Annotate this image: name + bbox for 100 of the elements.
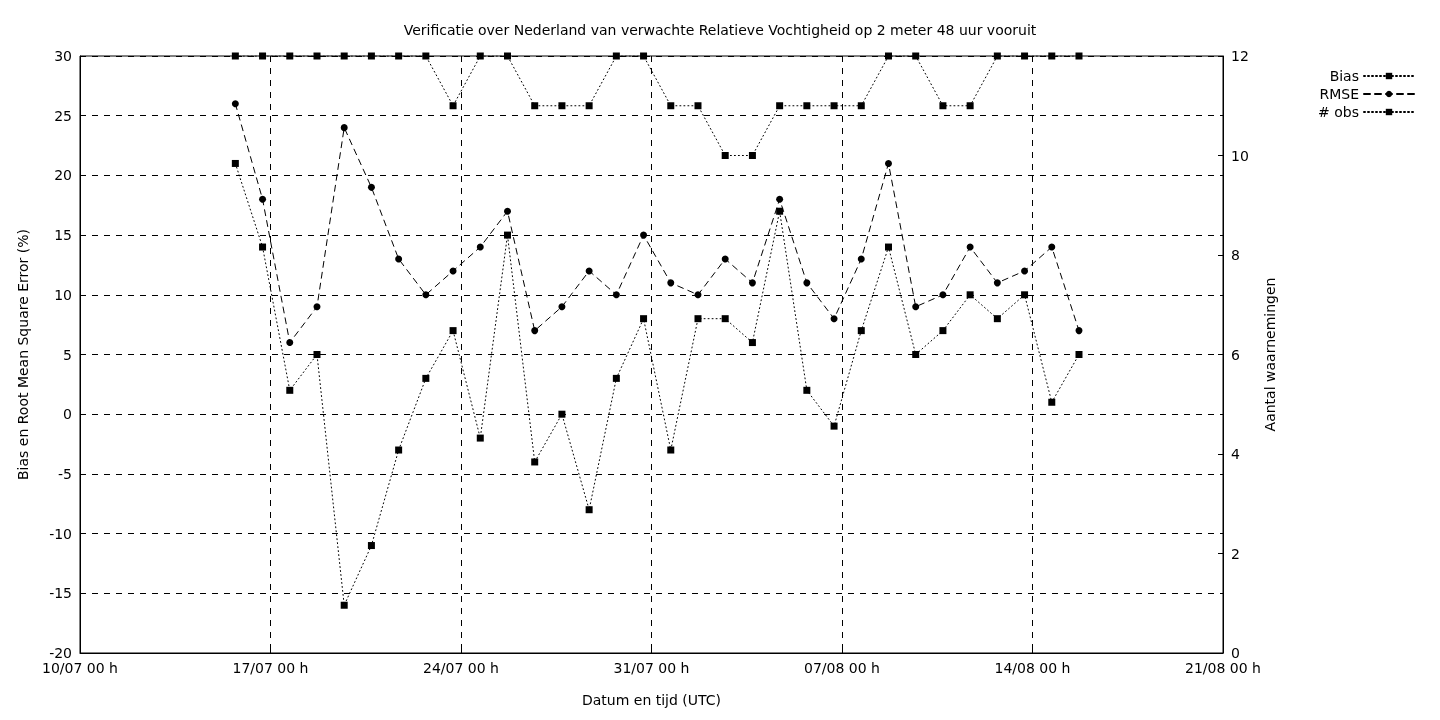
point <box>640 52 648 60</box>
y2-tick-label: 8 <box>1231 247 1240 263</box>
point <box>313 52 321 60</box>
point <box>1075 52 1083 60</box>
point <box>667 279 675 287</box>
point <box>884 52 892 60</box>
x-tick-label: 10/07 00 h <box>42 660 118 676</box>
y2-tick-label: 6 <box>1231 346 1240 363</box>
x-tick-label: 21/08 00 h <box>1185 660 1261 676</box>
point <box>503 52 511 60</box>
point <box>857 327 865 335</box>
y-axis-title: Bias en Root Mean Square Error (%) <box>15 228 31 481</box>
point <box>721 152 729 159</box>
point <box>558 410 566 418</box>
point <box>993 52 1001 60</box>
point <box>503 231 511 239</box>
point <box>776 195 784 203</box>
y-tick-label: -10 <box>49 525 72 542</box>
x-axis-title: Datum en tijd (UTC) <box>581 692 722 708</box>
y2-tick-label: 0 <box>1231 645 1240 661</box>
point <box>966 102 974 110</box>
point <box>1021 52 1029 60</box>
y-tick-label: -15 <box>49 585 72 602</box>
point <box>1075 327 1083 335</box>
point <box>1075 351 1083 358</box>
point <box>286 52 294 60</box>
point <box>231 100 239 108</box>
point <box>286 339 294 347</box>
point <box>939 291 947 299</box>
point <box>340 601 348 609</box>
point <box>640 231 648 239</box>
x-tick-label: 31/07 00 h <box>613 660 690 676</box>
point <box>558 102 566 110</box>
point <box>340 52 348 60</box>
y-tick-label: 25 <box>54 107 72 124</box>
legend-label: RMSE <box>1319 86 1359 102</box>
point <box>1021 267 1029 275</box>
point <box>313 351 321 358</box>
point <box>993 279 1001 287</box>
y2-tick-label: 2 <box>1231 545 1240 562</box>
point <box>395 446 403 454</box>
point <box>367 183 375 191</box>
point <box>1048 243 1056 251</box>
point <box>340 124 348 132</box>
point <box>422 291 430 299</box>
point <box>1048 52 1056 60</box>
legend-label: # obs <box>1318 104 1359 120</box>
y-tick-label: -20 <box>49 645 72 661</box>
point <box>830 422 838 430</box>
y-tick-label: 10 <box>54 286 72 303</box>
point <box>422 374 430 382</box>
point <box>476 52 484 60</box>
y-tick-label: 15 <box>54 227 72 244</box>
point <box>259 52 267 60</box>
point <box>776 207 784 215</box>
point <box>231 159 239 167</box>
y-tick-label: -5 <box>58 465 72 482</box>
point <box>531 102 539 110</box>
point <box>395 255 403 263</box>
point <box>422 52 430 60</box>
point <box>803 386 811 394</box>
point <box>395 52 403 60</box>
point <box>830 102 838 110</box>
point <box>640 315 648 323</box>
point <box>939 327 947 335</box>
y-tick-label: 0 <box>63 406 72 423</box>
point <box>748 339 756 347</box>
point <box>721 315 729 323</box>
y2-tick-label: 4 <box>1231 446 1240 462</box>
point <box>721 255 729 263</box>
point <box>912 351 920 358</box>
point <box>667 446 675 454</box>
point <box>748 279 756 287</box>
point <box>449 327 457 335</box>
point <box>531 327 539 335</box>
point <box>993 315 1001 323</box>
point <box>585 102 593 110</box>
y2-tick-label: 12 <box>1231 48 1249 64</box>
legend-label: Bias <box>1329 68 1359 84</box>
y-tick-label: 30 <box>54 48 72 64</box>
point <box>1048 398 1056 406</box>
point <box>748 152 756 159</box>
point <box>912 52 920 60</box>
point <box>367 52 375 60</box>
point <box>857 255 865 263</box>
point <box>884 243 892 251</box>
y-tick-label: 20 <box>54 167 72 184</box>
point <box>612 374 620 382</box>
point <box>694 102 702 110</box>
point <box>504 207 511 215</box>
y2-tick-label: 10 <box>1231 147 1249 164</box>
x-tick-label: 17/07 00 h <box>232 660 309 676</box>
y-tick-label: 5 <box>63 346 72 363</box>
point <box>612 52 620 60</box>
point <box>803 102 811 110</box>
point <box>667 102 675 110</box>
point <box>367 542 375 550</box>
point <box>776 102 784 110</box>
point <box>313 303 321 311</box>
point <box>885 159 892 167</box>
